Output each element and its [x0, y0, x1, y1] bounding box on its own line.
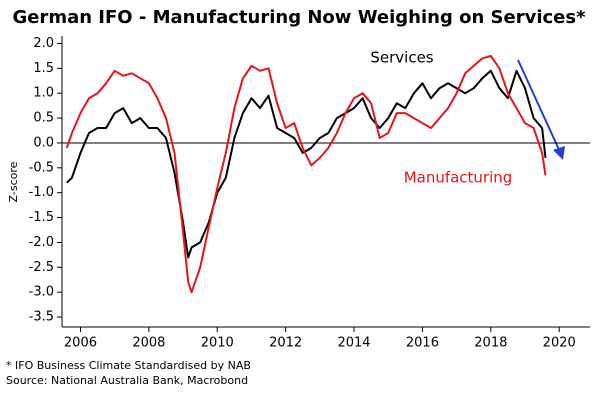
y-tick-label: -2.5: [29, 260, 54, 275]
y-tick-label: -1.0: [29, 185, 54, 200]
y-tick-label: -3.0: [29, 285, 54, 300]
footnote: * IFO Business Climate Standardised by N…: [6, 359, 251, 372]
y-tick-label: -2.0: [29, 235, 54, 250]
y-tick-label: -3.5: [29, 310, 54, 325]
series-label: Manufacturing: [404, 169, 513, 187]
y-tick-label: -1.5: [29, 210, 54, 225]
x-tick-label: 2016: [406, 336, 439, 351]
trend-arrow: [517, 59, 562, 155]
y-axis-label: Z-score: [7, 161, 20, 202]
y-tick-label: 2.0: [33, 36, 54, 51]
series-label: Services: [370, 49, 433, 67]
x-tick-label: 2008: [132, 336, 165, 351]
y-tick-label: 1.0: [33, 86, 54, 101]
y-tick-label: 1.5: [33, 61, 54, 76]
x-tick-label: 2006: [64, 336, 97, 351]
y-tick-label: 0.0: [33, 135, 54, 150]
x-tick-label: 2010: [201, 336, 234, 351]
y-tick-label: -0.5: [29, 160, 54, 175]
x-tick-label: 2012: [269, 336, 302, 351]
y-tick-label: 0.5: [33, 111, 54, 126]
chart-title: German IFO - Manufacturing Now Weighing …: [12, 7, 586, 28]
x-tick-label: 2020: [543, 336, 576, 351]
series-line: [66, 69, 547, 259]
series-line: [65, 54, 547, 294]
x-tick-label: 2014: [337, 336, 370, 351]
x-tick-label: 2018: [474, 336, 507, 351]
arrow-head: [553, 146, 565, 160]
source-note: Source: National Australia Bank, Macrobo…: [6, 374, 248, 387]
